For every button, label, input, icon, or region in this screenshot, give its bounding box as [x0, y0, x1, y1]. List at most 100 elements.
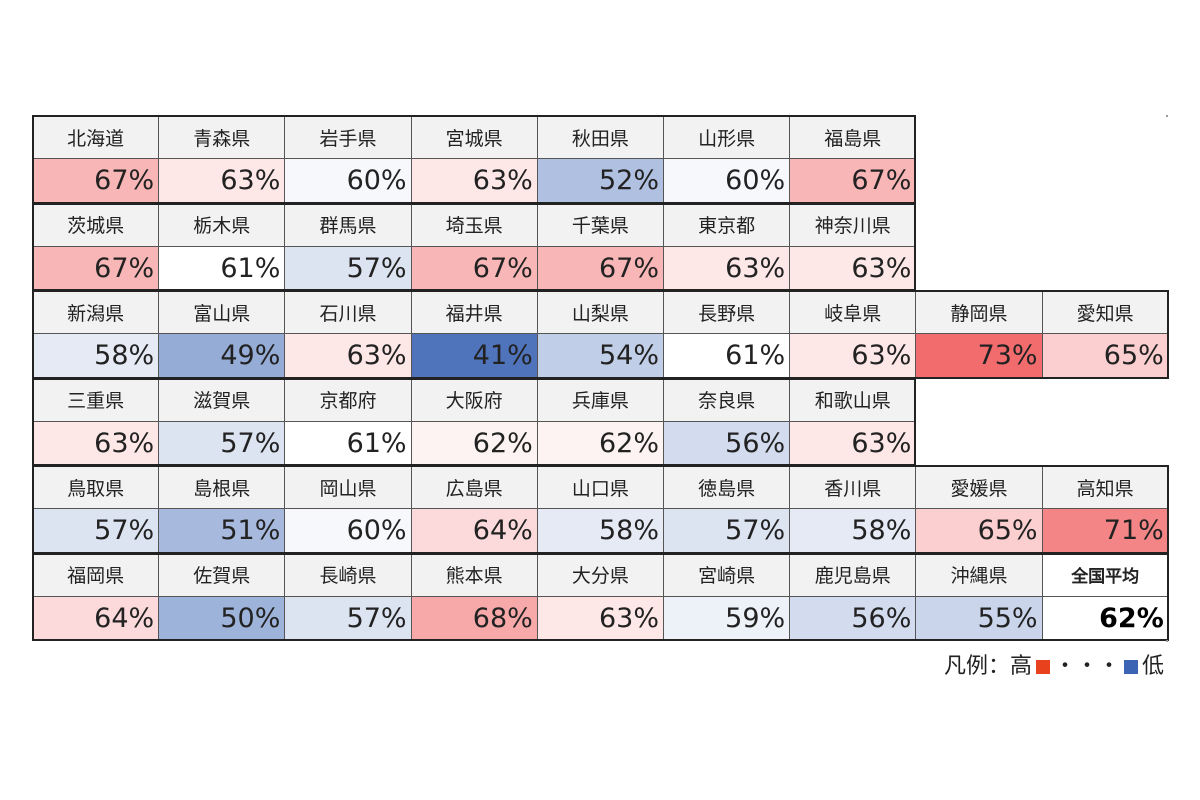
- national-average-value: 62%: [1041, 595, 1169, 641]
- prefecture-name: 島根県: [158, 465, 286, 509]
- prefecture-value: 71%: [1041, 508, 1169, 554]
- prefecture-value: 57%: [32, 508, 160, 554]
- legend: 凡例：高 ・・・低: [0, 648, 1164, 680]
- prefecture-name: 秋田県: [536, 115, 664, 159]
- prefecture-value: 61%: [158, 245, 286, 291]
- prefecture-name: 東京都: [663, 202, 791, 247]
- prefecture-name: 石川県: [284, 290, 412, 334]
- prefecture-value: 67%: [32, 245, 160, 291]
- prefecture-name: 香川県: [789, 465, 917, 509]
- prefecture-value: 60%: [284, 158, 412, 204]
- prefecture-value: 63%: [789, 333, 917, 379]
- edge-mark: [1166, 115, 1168, 117]
- prefecture-value: 56%: [789, 595, 917, 641]
- legend-low-swatch: [1123, 660, 1138, 674]
- prefecture-name: 京都府: [284, 377, 412, 422]
- prefecture-name: 埼玉県: [410, 202, 538, 247]
- prefecture-name: 新潟県: [32, 290, 160, 334]
- legend-low-label: 低: [1141, 654, 1164, 679]
- prefecture-name: 北海道: [32, 115, 160, 159]
- prefecture-value: 68%: [410, 595, 538, 641]
- legend-high-swatch: [1035, 660, 1050, 674]
- prefecture-value: 57%: [158, 420, 286, 466]
- prefecture-name: 神奈川県: [789, 202, 917, 247]
- prefecture-name: 静岡県: [915, 290, 1043, 334]
- prefecture-value: 59%: [663, 595, 791, 641]
- prefecture-value: 58%: [32, 333, 160, 379]
- prefecture-value: 41%: [410, 333, 538, 379]
- prefecture-value: 50%: [158, 595, 286, 641]
- prefecture-value: 60%: [663, 158, 791, 204]
- prefecture-value: 60%: [284, 508, 412, 554]
- prefecture-value: 67%: [410, 245, 538, 291]
- prefecture-value: 67%: [32, 158, 160, 204]
- prefecture-name: 群馬県: [284, 202, 412, 247]
- prefecture-value: 64%: [32, 595, 160, 641]
- prefecture-name: 栃木県: [158, 202, 286, 247]
- prefecture-value: 65%: [915, 508, 1043, 554]
- prefecture-value: 63%: [789, 245, 917, 291]
- prefecture-value: 62%: [410, 420, 538, 466]
- prefecture-value: 63%: [663, 245, 791, 291]
- prefecture-name: 宮城県: [410, 115, 538, 159]
- prefecture-value: 64%: [410, 508, 538, 554]
- prefecture-name: 岐阜県: [789, 290, 917, 334]
- prefecture-name: 広島県: [410, 465, 538, 509]
- prefecture-value: 61%: [284, 420, 412, 466]
- prefecture-name: 長崎県: [284, 552, 412, 597]
- legend-dots: ・・・: [1053, 654, 1120, 679]
- prefecture-name: 兵庫県: [536, 377, 664, 422]
- prefecture-name: 山口県: [536, 465, 664, 509]
- prefecture-value: 61%: [663, 333, 791, 379]
- prefecture-value: 56%: [663, 420, 791, 466]
- prefecture-name: 佐賀県: [158, 552, 286, 597]
- prefecture-name: 大分県: [536, 552, 664, 597]
- prefecture-name: 茨城県: [32, 202, 160, 247]
- prefecture-value: 63%: [536, 595, 664, 641]
- prefecture-value: 63%: [410, 158, 538, 204]
- prefecture-value: 57%: [284, 245, 412, 291]
- prefecture-name: 長野県: [663, 290, 791, 334]
- prefecture-value: 52%: [536, 158, 664, 204]
- prefecture-name: 岩手県: [284, 115, 412, 159]
- prefecture-name: 福島県: [789, 115, 917, 159]
- national-average-label: 全国平均: [1041, 552, 1169, 597]
- prefecture-name: 沖縄県: [915, 552, 1043, 597]
- prefecture-value: 58%: [789, 508, 917, 554]
- prefecture-name: 徳島県: [663, 465, 791, 509]
- prefecture-name: 愛媛県: [915, 465, 1043, 509]
- prefecture-value: 65%: [1041, 333, 1169, 379]
- prefecture-value: 54%: [536, 333, 664, 379]
- prefecture-name: 三重県: [32, 377, 160, 422]
- prefecture-value: 57%: [663, 508, 791, 554]
- prefecture-value: 49%: [158, 333, 286, 379]
- prefecture-name: 岡山県: [284, 465, 412, 509]
- prefecture-value: 63%: [284, 333, 412, 379]
- prefecture-value: 58%: [536, 508, 664, 554]
- prefecture-value: 73%: [915, 333, 1043, 379]
- legend-label: 凡例：高: [943, 654, 1032, 679]
- prefecture-value: 63%: [789, 420, 917, 466]
- prefecture-name: 富山県: [158, 290, 286, 334]
- prefecture-name: 鳥取県: [32, 465, 160, 509]
- prefecture-value: 62%: [536, 420, 664, 466]
- prefecture-name: 千葉県: [536, 202, 664, 247]
- prefecture-value: 63%: [158, 158, 286, 204]
- prefecture-name: 奈良県: [663, 377, 791, 422]
- prefecture-name: 宮崎県: [663, 552, 791, 597]
- prefecture-name: 和歌山県: [789, 377, 917, 422]
- edge-mark: [1166, 640, 1168, 642]
- prefecture-name: 山形県: [663, 115, 791, 159]
- prefecture-name: 滋賀県: [158, 377, 286, 422]
- prefecture-name: 福井県: [410, 290, 538, 334]
- prefecture-value: 63%: [32, 420, 160, 466]
- prefecture-name: 青森県: [158, 115, 286, 159]
- prefecture-name: 高知県: [1041, 465, 1169, 509]
- prefecture-name: 鹿児島県: [789, 552, 917, 597]
- prefecture-value: 67%: [536, 245, 664, 291]
- prefecture-name: 熊本県: [410, 552, 538, 597]
- prefecture-name: 愛知県: [1041, 290, 1169, 334]
- prefecture-name: 大阪府: [410, 377, 538, 422]
- prefecture-name: 福岡県: [32, 552, 160, 597]
